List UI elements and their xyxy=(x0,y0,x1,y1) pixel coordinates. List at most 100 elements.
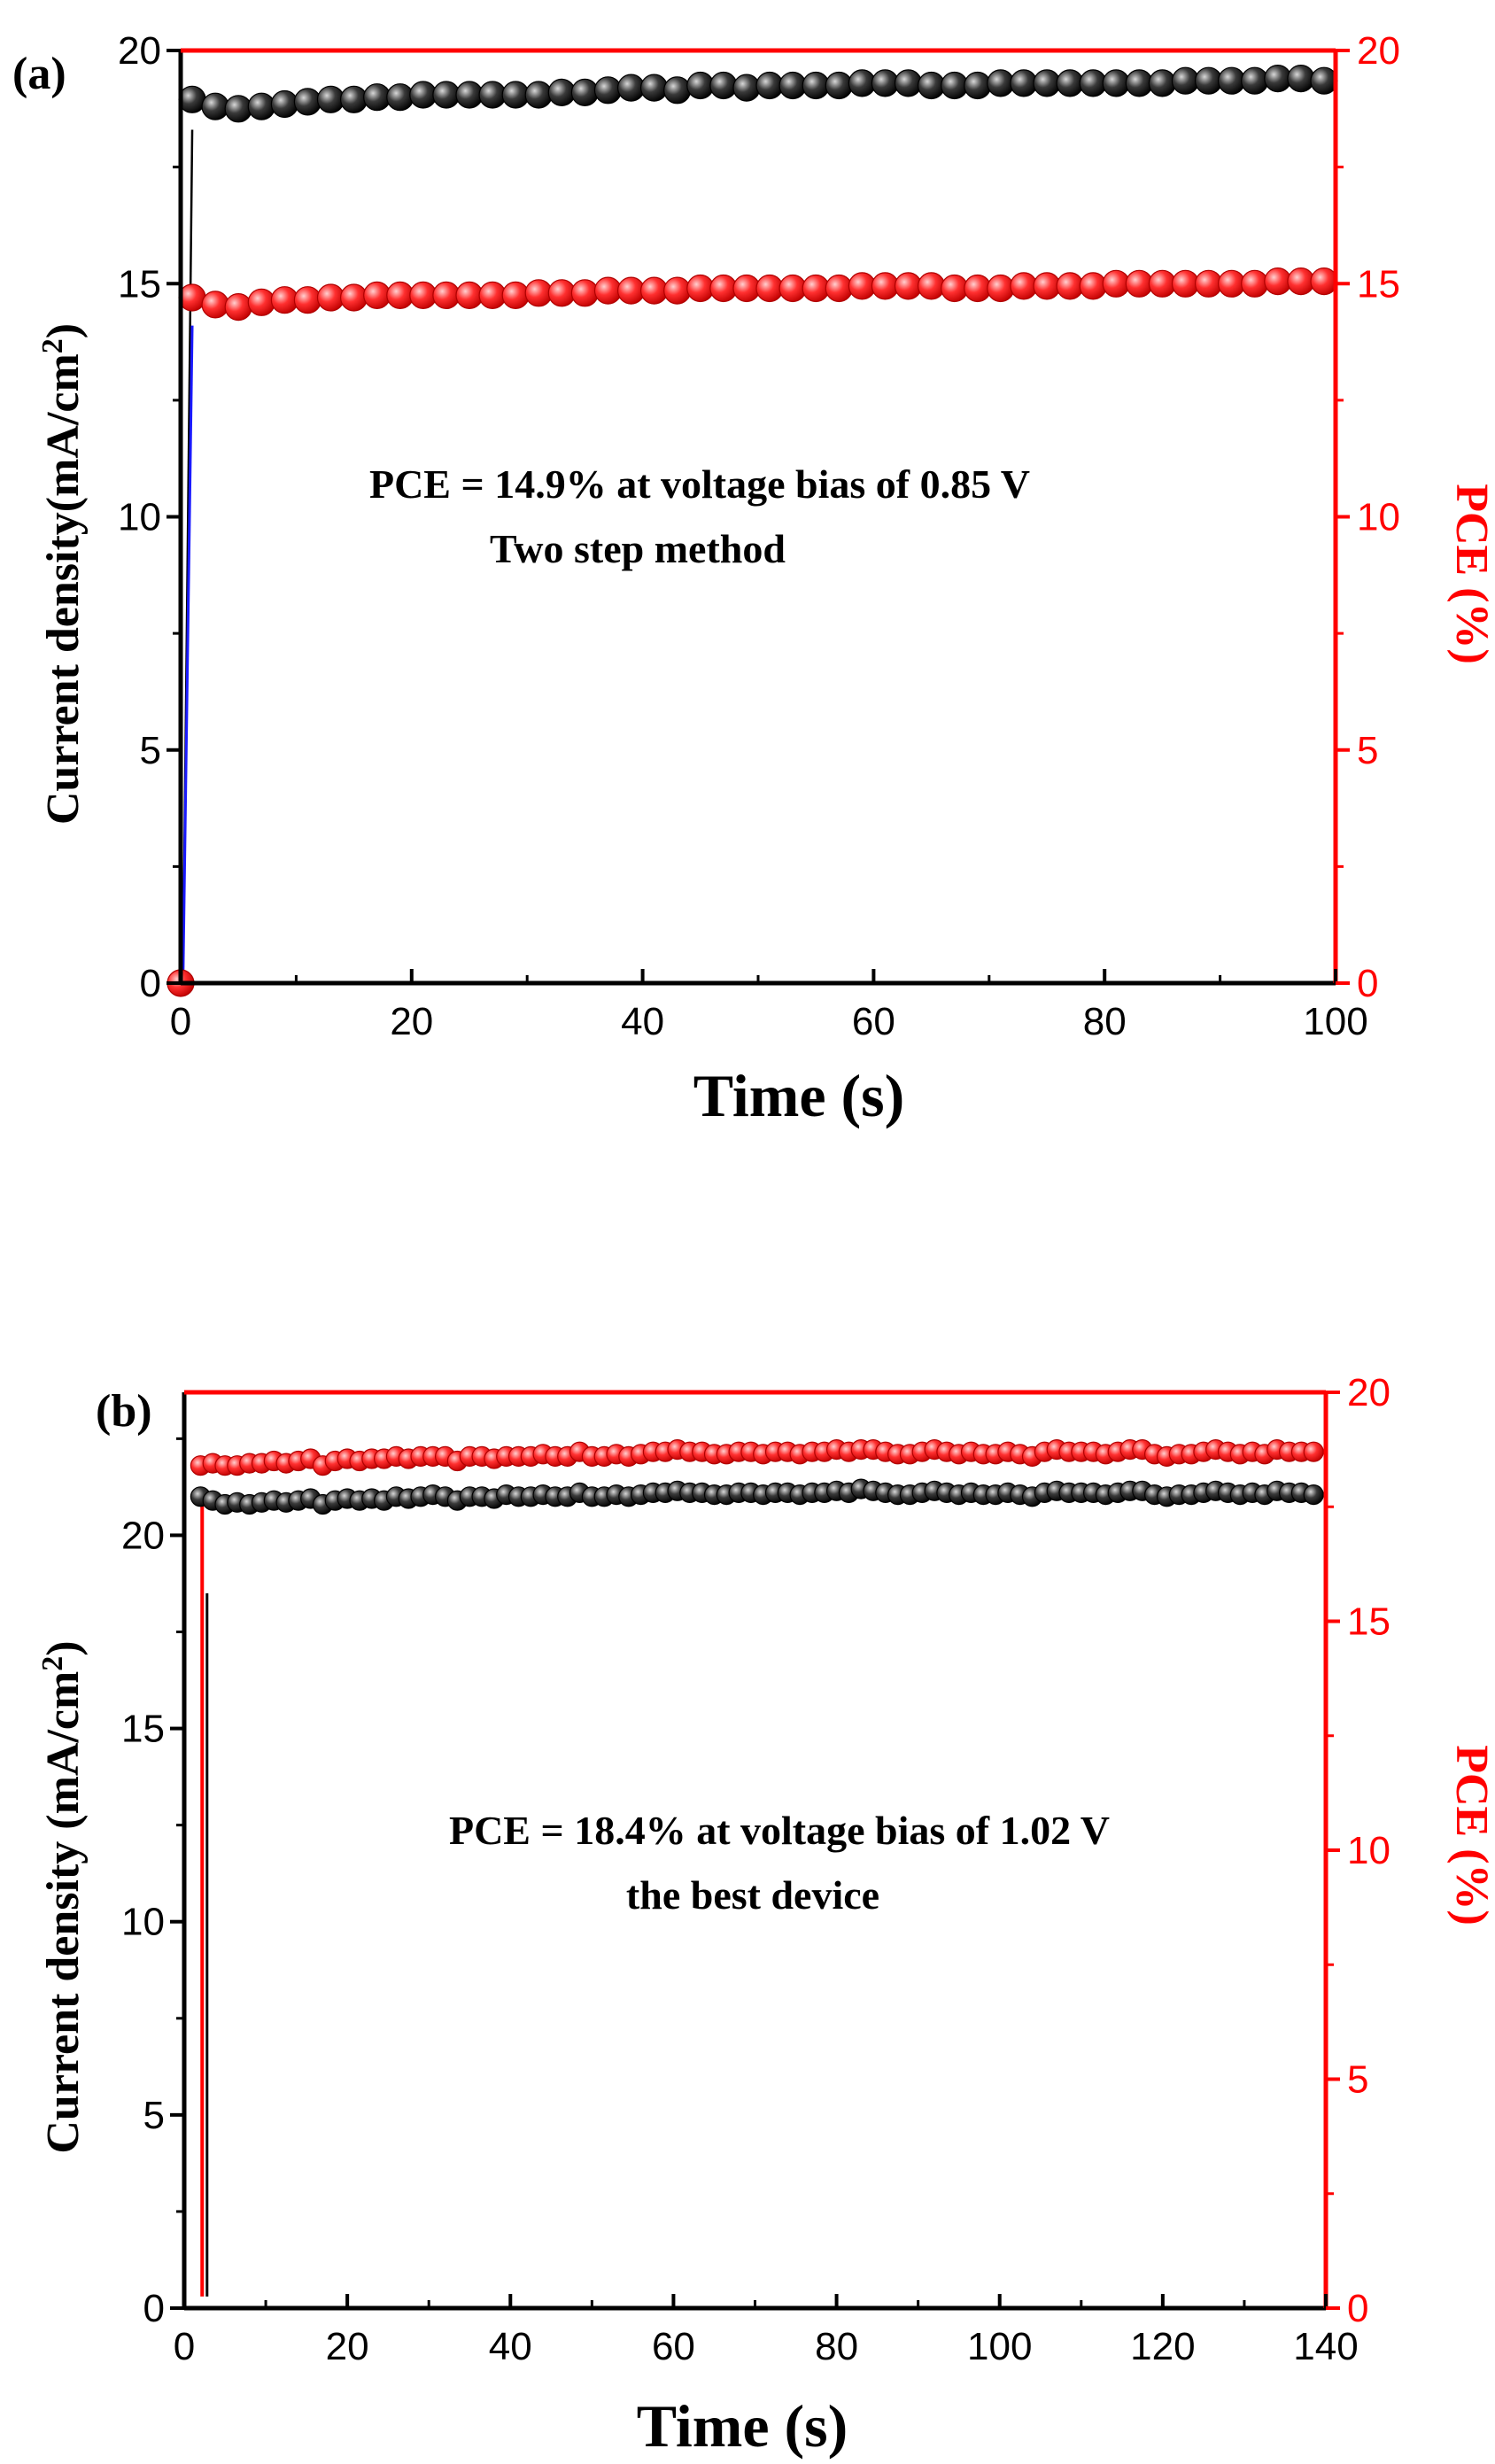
panel-a-left-y-tick-label: 20 xyxy=(118,29,161,73)
panel-b-x-tick-label: 60 xyxy=(652,2325,695,2368)
panel-a-left-y-axis-label-end: ) xyxy=(38,323,89,338)
panel-b-x-tick-label: 120 xyxy=(1130,2325,1195,2368)
panel-a-current-point xyxy=(247,92,275,120)
panel-a-current-point xyxy=(547,78,576,107)
panel-a-pce-point xyxy=(501,281,530,309)
panel-b-x-axis-label: Time (s) xyxy=(637,2392,848,2460)
panel-a-pce-point xyxy=(247,288,275,316)
panel-a-left-y-tick-label: 10 xyxy=(118,496,161,539)
panel-a-current-point xyxy=(201,92,229,120)
panel-b-annotation-line1: PCE = 18.4% at voltage bias of 1.02 V xyxy=(449,1808,1110,1853)
panel-a-current-point xyxy=(1148,69,1177,97)
panel-a-right-y-tick-label: 20 xyxy=(1357,29,1400,73)
panel-b-current-point xyxy=(1303,1484,1324,1506)
panel-a-left-y-tick-label: 0 xyxy=(140,962,161,1005)
panel-a-pce-point xyxy=(293,286,321,314)
panel-a-pce-point xyxy=(340,283,368,312)
panel-a-current-point xyxy=(1241,66,1269,95)
panel-a-pce-point xyxy=(316,283,345,312)
panel-b-right-y-tick-label: 20 xyxy=(1347,1371,1390,1414)
panel-b-left-y-tick-label: 15 xyxy=(121,1708,165,1751)
panel-a-current-point xyxy=(316,85,345,113)
panel-a-left-y-tick-label: 15 xyxy=(118,262,161,306)
panel-b-right-y-tick-label: 15 xyxy=(1347,1600,1390,1644)
panel-a-current-point xyxy=(663,76,692,105)
panel-a-current-point xyxy=(732,74,761,102)
panel-a-current-point xyxy=(778,71,807,100)
panel-b-right-y-tick-label: 0 xyxy=(1347,2287,1368,2330)
panel-a-pce-point xyxy=(686,274,715,303)
panel-b-left-y-axis-label-sup: 2 xyxy=(36,1656,69,1671)
panel-b-left-y-tick-label: 5 xyxy=(143,2094,165,2137)
panel-a-x-tick-label: 60 xyxy=(852,1000,895,1043)
panel-b-x-tick-label: 0 xyxy=(174,2325,195,2368)
panel-a-current-point xyxy=(224,95,252,123)
panel-a-pce-point xyxy=(478,281,507,309)
panel-a-pce-point xyxy=(941,274,969,303)
panel-a-left-y-axis-label: Current density(mA/cm2) xyxy=(36,323,89,825)
panel-a-pce-point xyxy=(1079,272,1107,300)
panel-b-left-y-tick-label: 0 xyxy=(143,2287,165,2330)
panel-b-left-y-tick-label: 20 xyxy=(121,1514,165,1557)
panel-a-x-tick-label: 40 xyxy=(621,1000,664,1043)
panel-a-current-point xyxy=(386,83,414,112)
panel-a-current-point xyxy=(270,89,298,119)
panel-a-x-tick-label: 0 xyxy=(170,1000,191,1043)
panel-b-left-y-axis-label: Current density (mA/cm2) xyxy=(36,1640,89,2153)
panel-a-label: (a) xyxy=(12,49,66,99)
panel-a-current-point xyxy=(478,81,507,109)
panel-a-current-point xyxy=(894,69,923,97)
panel-b-x-tick-label: 40 xyxy=(489,2325,532,2368)
panel-a-right-y-axis-label: PCE (%) xyxy=(1446,484,1495,664)
panel-a-marks xyxy=(167,64,1338,997)
panel-a-pce-point xyxy=(1241,269,1269,298)
panel-a-left-y-axis-label-sup: 2 xyxy=(36,338,69,353)
panel-a-annotation-line2: Two step method xyxy=(490,526,786,571)
panel-b-x-tick-label: 20 xyxy=(326,2325,369,2368)
panel-a-current-point xyxy=(941,71,969,100)
panel-a-current-point xyxy=(570,78,600,107)
panel-a-x-tick-label: 80 xyxy=(1083,1000,1127,1043)
panel-a-current-point xyxy=(686,71,715,100)
panel-a-current-point xyxy=(964,71,992,100)
panel-a-x-tick-label: 20 xyxy=(390,1000,433,1043)
panel-b-left-y-axis-label-main: Current density (mA/cm xyxy=(38,1671,89,2154)
panel-b-right-y-tick-label: 5 xyxy=(1347,2058,1368,2102)
panel-a-current-point xyxy=(524,81,553,109)
panel-a-left-y-axis-label-main: Current density(mA/cm xyxy=(38,353,89,825)
panel-a-pce-point xyxy=(547,279,576,307)
panel-a-x-tick-label: 100 xyxy=(1303,1000,1367,1043)
panel-a-right-y-tick-label: 15 xyxy=(1357,262,1400,306)
panel-a-pce-point xyxy=(987,274,1015,303)
panel-b-right-y-tick-label: 10 xyxy=(1347,1829,1390,1872)
panel-a-pce-point xyxy=(224,293,252,322)
panel-a-current-point xyxy=(1287,64,1315,93)
panel-a-pce-point xyxy=(570,279,600,307)
panel-b-annotation-line2: the best device xyxy=(626,1872,879,1918)
panel-a-pce-point xyxy=(825,274,853,303)
panel-b-x-tick-label: 140 xyxy=(1293,2325,1358,2368)
panel-a-current-point xyxy=(709,71,738,100)
panel-a-pce-rise-line xyxy=(182,325,194,984)
panel-a-annotation-line1: PCE = 14.9% at voltage bias of 0.85 V xyxy=(369,461,1030,507)
panel-a-x-axis-label: Time (s) xyxy=(693,1062,905,1129)
panel-a-current-point xyxy=(340,85,368,113)
panel-a-right-y-tick-label: 0 xyxy=(1357,962,1378,1005)
panel-a-current-point xyxy=(409,81,438,109)
panel-b-label: (b) xyxy=(96,1386,152,1437)
panel-a-pce-point xyxy=(639,276,669,305)
panel-a-pce-point xyxy=(917,272,946,300)
panel-b-x-tick-label: 80 xyxy=(815,2325,858,2368)
panel-a-current-point xyxy=(593,76,623,105)
panel-a-left-y-tick-label: 5 xyxy=(140,729,161,772)
panel-a-current-point xyxy=(293,88,321,116)
panel-b-left-y-axis-label-end: ) xyxy=(38,1640,89,1655)
panel-b-x-tick-label: 100 xyxy=(967,2325,1032,2368)
panel-a-current-point xyxy=(1102,69,1130,97)
panel-a-current-point xyxy=(825,71,853,100)
